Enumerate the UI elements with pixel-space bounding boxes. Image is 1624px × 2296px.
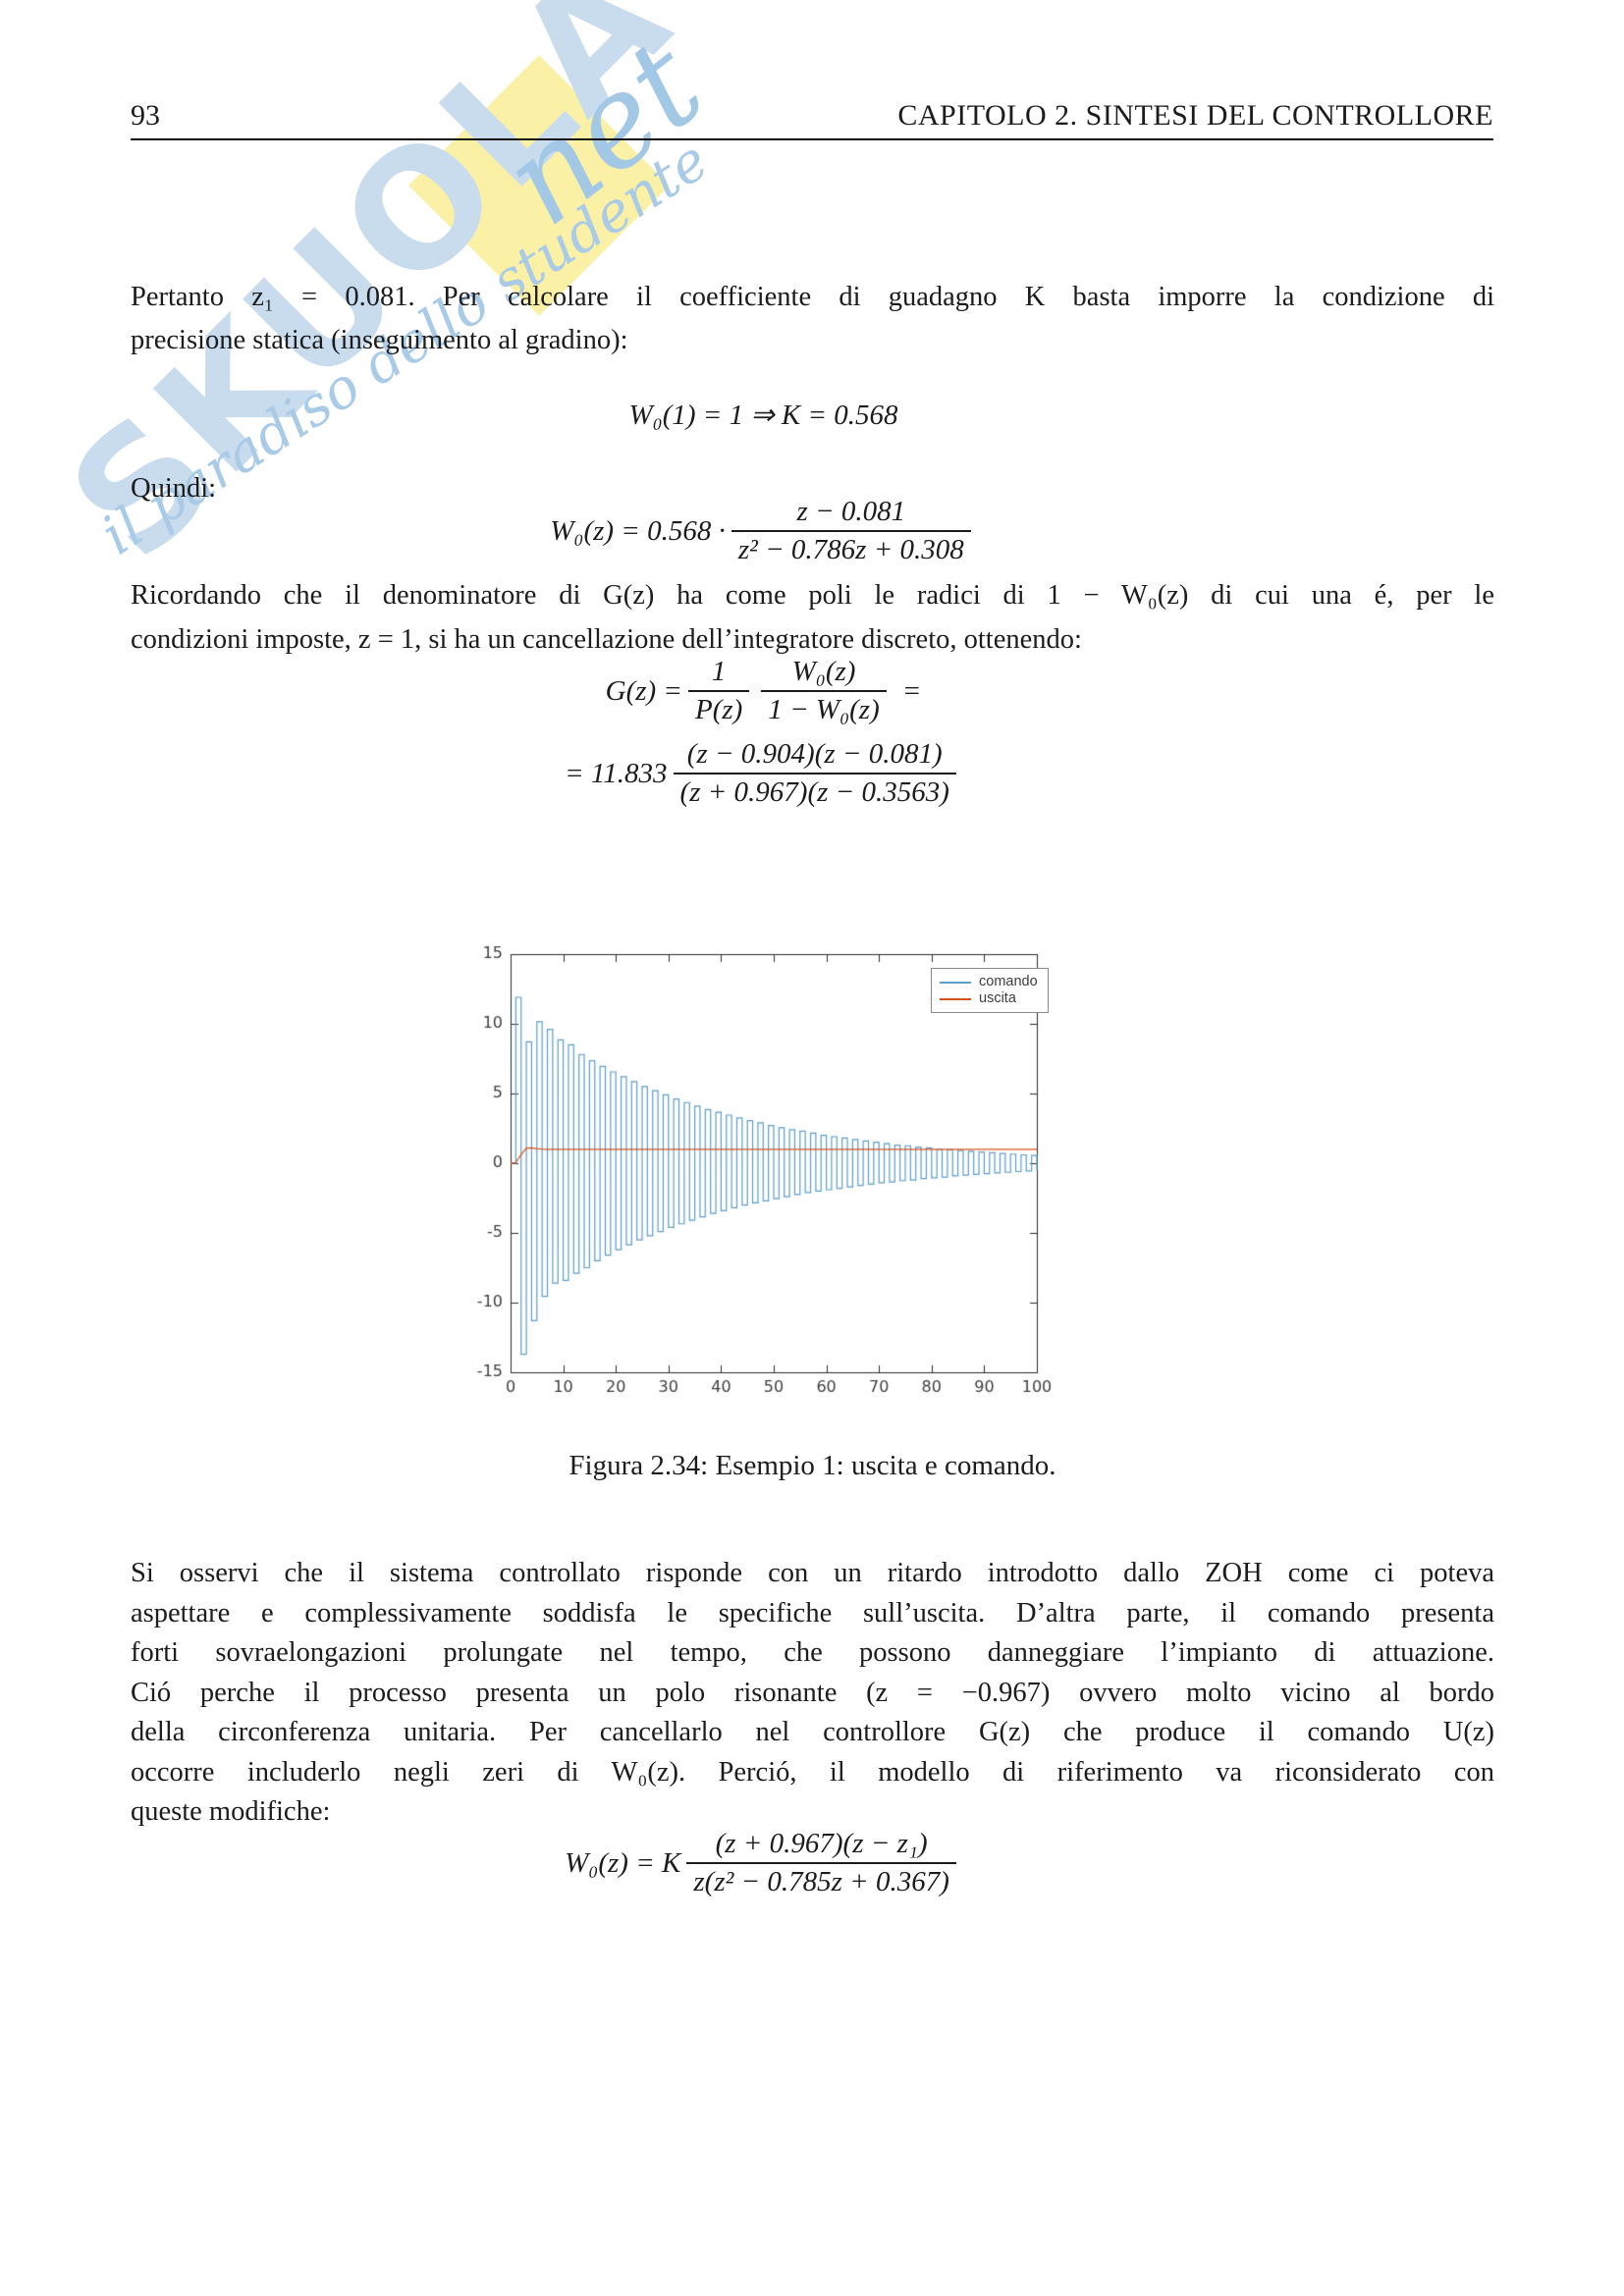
text-line: Pertanto z₁ = 0.081. Per calcolare il co… — [131, 282, 1494, 312]
legend-label: comando — [979, 974, 1038, 989]
legend-line-sample — [940, 997, 971, 1000]
fraction: 1 P(z) — [688, 656, 750, 726]
text-line: Ricordando che il denominatore di G(z) h… — [131, 580, 1494, 611]
figure-2-34: comando uscita — [461, 933, 1090, 1404]
legend-entry-uscita: uscita — [940, 990, 1038, 1007]
formula-gz-line1: G(z) = 1 P(z) W₀(z) 1 − W₀(z) = — [131, 656, 1494, 726]
formula-w0z-modified: W₀(z) = K (z + 0.967)(z − z₁) z(z² − 0.7… — [131, 1828, 1494, 1898]
text-line: Si osservi che il sistema controllato ri… — [131, 1558, 1494, 1588]
figure-caption: Figura 2.34: Esempio 1: uscita e comando… — [568, 1450, 1056, 1481]
text-line: queste modifiche: — [131, 1796, 331, 1827]
fraction-denominator: z² − 0.786z + 0.308 — [731, 530, 971, 566]
formula-lhs: = 11.833 — [565, 757, 668, 789]
fraction-numerator: z − 0.081 — [796, 496, 906, 527]
paragraph-2: Ricordando che il denominatore di G(z) h… — [131, 573, 1494, 662]
paragraph-1: Pertanto z₁ = 0.081. Per calcolare il co… — [131, 276, 1494, 362]
legend-label: uscita — [979, 990, 1016, 1006]
fraction-numerator: (z − 0.904)(z − 0.081) — [686, 738, 943, 770]
text-line: forti sovraelongazioni prolungate nel te… — [131, 1637, 1494, 1668]
text-line: condizioni imposte, z = 1, si ha un canc… — [131, 624, 1082, 655]
fraction-numerator: (z + 0.967)(z − z₁) — [715, 1828, 928, 1859]
legend-entry-comando: comando — [940, 974, 1038, 990]
formula-lhs: W₀(z) = 0.568 · — [550, 514, 726, 547]
formula-static-precision: W₀(1) = 1 ⇒ K = 0.568 — [131, 398, 1494, 432]
text-line: aspettare e complessivamente soddisfa le… — [131, 1597, 1494, 1629]
text-line: della circonferenza unitaria. Per cancel… — [131, 1717, 1494, 1747]
fraction-denominator: 1 − W₀(z) — [761, 690, 887, 726]
formula-w0z: W₀(z) = 0.568 · z − 0.081 z² − 0.786z + … — [131, 496, 1494, 566]
fraction-numerator: 1 — [711, 656, 727, 687]
paragraph-3: Si osservi che il sistema controllato ri… — [131, 1554, 1494, 1833]
text-line: Ció perche il processo presenta un polo … — [131, 1677, 1494, 1708]
fraction: W₀(z) 1 − W₀(z) — [761, 656, 887, 726]
formula-tail: = — [901, 674, 922, 707]
formula-gz-line2: = 11.833 (z − 0.904)(z − 0.081) (z + 0.9… — [131, 738, 1494, 809]
legend-line-sample — [940, 981, 971, 984]
fraction: z − 0.081 z² − 0.786z + 0.308 — [731, 496, 971, 566]
page-number: 93 — [131, 99, 160, 132]
plot-legend: comando uscita — [931, 968, 1049, 1013]
text-line: occorre includerlo negli zeri di W₀(z). … — [131, 1756, 1494, 1788]
fraction: (z − 0.904)(z − 0.081) (z + 0.967)(z − 0… — [673, 738, 956, 809]
fraction-denominator: (z + 0.967)(z − 0.3563) — [673, 773, 956, 809]
fraction: (z + 0.967)(z − z₁) z(z² − 0.785z + 0.36… — [686, 1828, 956, 1898]
fraction-denominator: z(z² − 0.785z + 0.367) — [686, 1862, 956, 1898]
formula-lhs: G(z) = — [605, 674, 683, 707]
formula-lhs: W₀(z) = K — [565, 1846, 681, 1879]
quindi-label: Quindi: — [131, 473, 217, 504]
fraction-numerator: W₀(z) — [791, 656, 856, 687]
chapter-header: CAPITOLO 2. SINTESI DEL CONTROLLORE — [897, 99, 1493, 132]
header-rule — [131, 138, 1493, 140]
fraction-denominator: P(z) — [688, 690, 750, 726]
text-line: precisione statica (inseguimento al grad… — [131, 325, 628, 355]
formula-text: W₀(1) = 1 ⇒ K = 0.568 — [628, 400, 898, 431]
